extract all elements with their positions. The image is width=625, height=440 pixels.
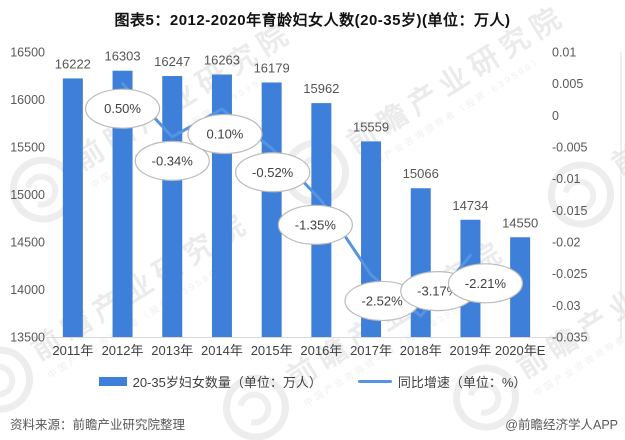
bar-2015年 [261,82,282,338]
right-axis-tick-label: -0.02 [552,236,581,250]
growth-callout-ellipse [277,204,353,245]
bar-value-label: 15066 [403,166,439,181]
right-axis-tick-label: 0.005 [552,77,583,91]
growth-callout-label: -3.17% [417,284,459,299]
bar-value-label: 16263 [204,53,240,68]
x-axis-category-label: 2019年 [449,343,491,358]
x-axis-category-label: 2015年 [251,343,293,358]
left-axis-tick-label: 13500 [10,331,45,345]
left-axis-tick-label: 15500 [10,141,45,155]
growth-callout-ellipse [235,152,311,193]
legend-item-bar-series: 20-35岁妇女数量（单位：万人） [98,372,322,391]
growth-callout-ellipse [134,140,210,181]
right-axis-tick-label: -0.025 [552,267,587,281]
bar-value-label: 16303 [104,49,140,64]
growth-callout-label: 0.10% [207,127,244,142]
growth-callout-label: -0.52% [252,165,294,180]
x-axis-category-label: 2011年 [52,343,93,358]
x-axis-category-label: 2014年 [201,343,243,358]
x-axis-category-label: 2020年E [495,343,546,358]
bar-value-label: 16247 [154,54,190,69]
right-axis-tick-label: -0.005 [552,141,587,155]
chart-legend: 20-35岁妇女数量（单位：万人） 同比增速（单位：%） [0,372,625,391]
growth-callout-label: -0.34% [152,153,194,168]
bar-2013年 [162,76,183,337]
line-series-swatch [357,380,392,383]
growth-callout-label: -2.52% [361,293,403,308]
right-axis-tick-label: -0.015 [552,204,587,218]
bar-value-label: 14734 [452,198,488,213]
x-axis-category-label: 2017年 [350,343,392,358]
growth-callout-ellipse [187,113,263,155]
right-axis-tick-label: 0.01 [552,46,576,60]
growth-callout-label: -2.21% [465,276,507,291]
bar-value-label: 15962 [303,81,339,96]
left-axis-tick-label: 16500 [10,46,45,60]
legend-item-line-series: 同比增速（单位：%） [357,372,527,391]
left-axis-tick-label: 15000 [10,188,45,202]
brand-note: @前瞻经济学人APP [505,418,618,432]
left-axis-tick-label: 14000 [10,283,45,297]
x-axis-category-label: 2012年 [102,343,144,358]
right-axis-tick-label: -0.03 [552,299,581,313]
bar-value-label: 16222 [55,56,91,71]
source-note: 资料来源：前瞻产业研究院整理 [10,418,186,432]
bar-value-label: 14550 [502,215,538,230]
left-axis-tick-label: 16000 [10,93,45,107]
x-axis-category-label: 2018年 [400,343,442,358]
growth-callout-label: -1.35% [295,217,337,232]
bar-series-swatch [98,377,127,386]
bar-value-label: 15559 [353,119,389,134]
growth-callout-ellipse [447,263,524,304]
bar-2011年 [62,78,83,337]
bar-series-label: 20-35岁妇女数量（单位：万人） [132,375,322,390]
bar-2012年 [112,70,133,337]
growth-callout-ellipse [84,88,161,129]
x-axis-category-label: 2016年 [300,343,342,358]
x-axis-category-label: 2013年 [151,343,193,358]
right-axis-tick-label: 0 [552,109,559,123]
growth-callout-label: 0.50% [104,101,141,116]
chart-title: 图表5：2012-2020年育龄妇女人数(20-35岁)(单位：万人) [114,12,511,29]
right-axis-tick-label: -0.035 [552,331,587,345]
right-axis-tick-label: -0.01 [552,172,581,186]
line-series-label: 同比增速（单位：%） [397,375,527,390]
left-axis-tick-label: 14500 [10,236,45,250]
bar-value-label: 16179 [254,60,290,75]
